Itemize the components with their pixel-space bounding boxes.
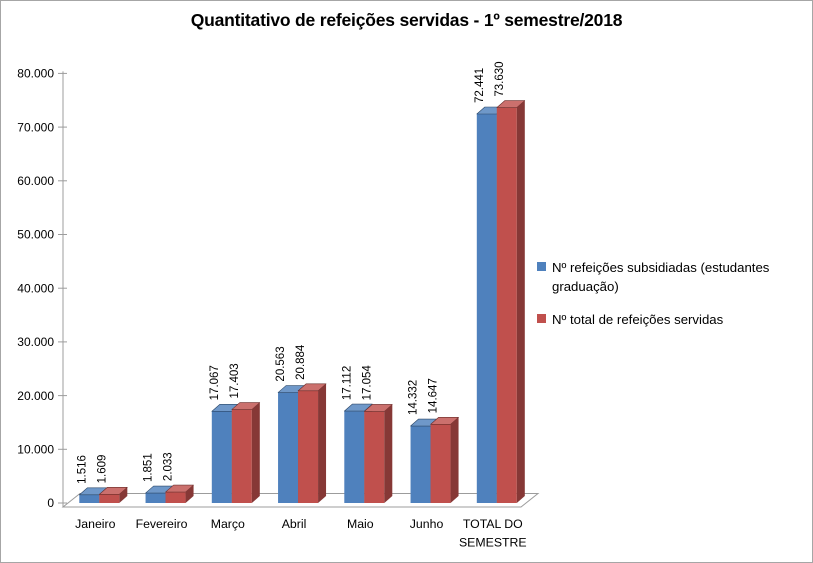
bar-side (450, 417, 459, 503)
bar-group: 72.441 73.630 (474, 61, 526, 504)
bar-value-label: 20.884 (295, 344, 307, 380)
y-tick-label: 70.000 (17, 120, 54, 134)
x-category-label: TOTAL DO (463, 517, 523, 531)
y-tick-label: 60.000 (17, 174, 54, 188)
bar-group: 14.332 14.647 (408, 378, 459, 503)
bars: 1.516 1.609 Janeiro 1.851 2.033 Fevereiro 17.0… (75, 61, 527, 550)
bar-front (430, 424, 451, 503)
bar-side (318, 383, 327, 503)
bar-value-label: 14.647 (428, 378, 440, 413)
x-category-label: Março (211, 517, 245, 531)
bar-front (211, 411, 232, 503)
x-category-label: Maio (347, 517, 374, 531)
y-tick-label: 10.000 (17, 443, 54, 457)
bar-group: 17.112 17.054 (341, 365, 393, 503)
x-category-label: Janeiro (75, 517, 115, 531)
bar-group: 1.851 2.033 (143, 452, 194, 503)
x-category-label: Junho (410, 517, 444, 531)
y-tick-label: 0 (47, 496, 54, 510)
bar-value-label: 14.332 (408, 380, 420, 415)
y-tick-label: 80.000 (17, 67, 54, 81)
bar-front (145, 493, 166, 503)
y-tick-label: 20.000 (17, 389, 54, 403)
bar-value-label: 72.441 (474, 68, 486, 103)
bar-front (165, 492, 186, 503)
y-axis: 0 10.000 20.000 30.000 40.000 50.000 60.000 70.… (17, 67, 67, 510)
x-category-label: SEMESTRE (459, 536, 527, 550)
chart-title: Quantitativo de refeições servidas - 1º … (190, 10, 623, 30)
bar-value-label: 17.067 (209, 365, 221, 400)
y-tick-label: 40.000 (17, 281, 54, 295)
bar-side (384, 404, 393, 503)
chart-legend: Nº refeições subsidiadas (estudantes gra… (537, 258, 803, 329)
bar-group: 20.563 20.884 (275, 344, 327, 503)
legend-swatch-red (537, 314, 546, 323)
bar-side (119, 487, 128, 503)
bar-group: 1.516 1.609 (76, 455, 128, 503)
bar-value-label: 1.609 (96, 455, 108, 484)
legend-item-total: Nº total de refeições servidas (537, 310, 803, 329)
bar-front (79, 494, 100, 503)
legend-label-subsidized: Nº refeições subsidiadas (estudantes gra… (552, 260, 770, 294)
bar-value-label: 17.112 (341, 366, 353, 400)
bar-side (251, 402, 260, 503)
bar-front (344, 411, 365, 503)
bar-value-label: 73.630 (494, 61, 506, 96)
bar-value-label: 1.516 (76, 455, 88, 484)
bar-value-label: 20.563 (275, 346, 287, 381)
bar-value-label: 17.403 (229, 363, 241, 398)
legend-swatch-blue (537, 262, 546, 271)
bar-front (410, 426, 431, 503)
bar-side (185, 485, 194, 503)
bar-front (278, 392, 299, 503)
bar-front (476, 113, 497, 504)
legend-label-total: Nº total de refeições servidas (552, 312, 724, 327)
bar-front (298, 390, 319, 503)
bar-value-label: 1.851 (143, 453, 155, 482)
bar-value-label: 17.054 (361, 365, 373, 401)
bar-front (231, 409, 252, 503)
legend-item-subsidized: Nº refeições subsidiadas (estudantes gra… (537, 258, 803, 296)
bar-front (364, 411, 385, 503)
bar-side (516, 100, 525, 503)
x-category-label: Fevereiro (136, 517, 188, 531)
y-tick-label: 50.000 (17, 228, 54, 242)
y-tick-label: 30.000 (17, 335, 54, 349)
bar-value-label: 2.033 (163, 452, 175, 481)
x-category-label: Abril (282, 517, 307, 531)
bar-front (496, 107, 517, 503)
bar-group: 17.067 17.403 (209, 363, 261, 503)
bar-front (99, 494, 120, 503)
